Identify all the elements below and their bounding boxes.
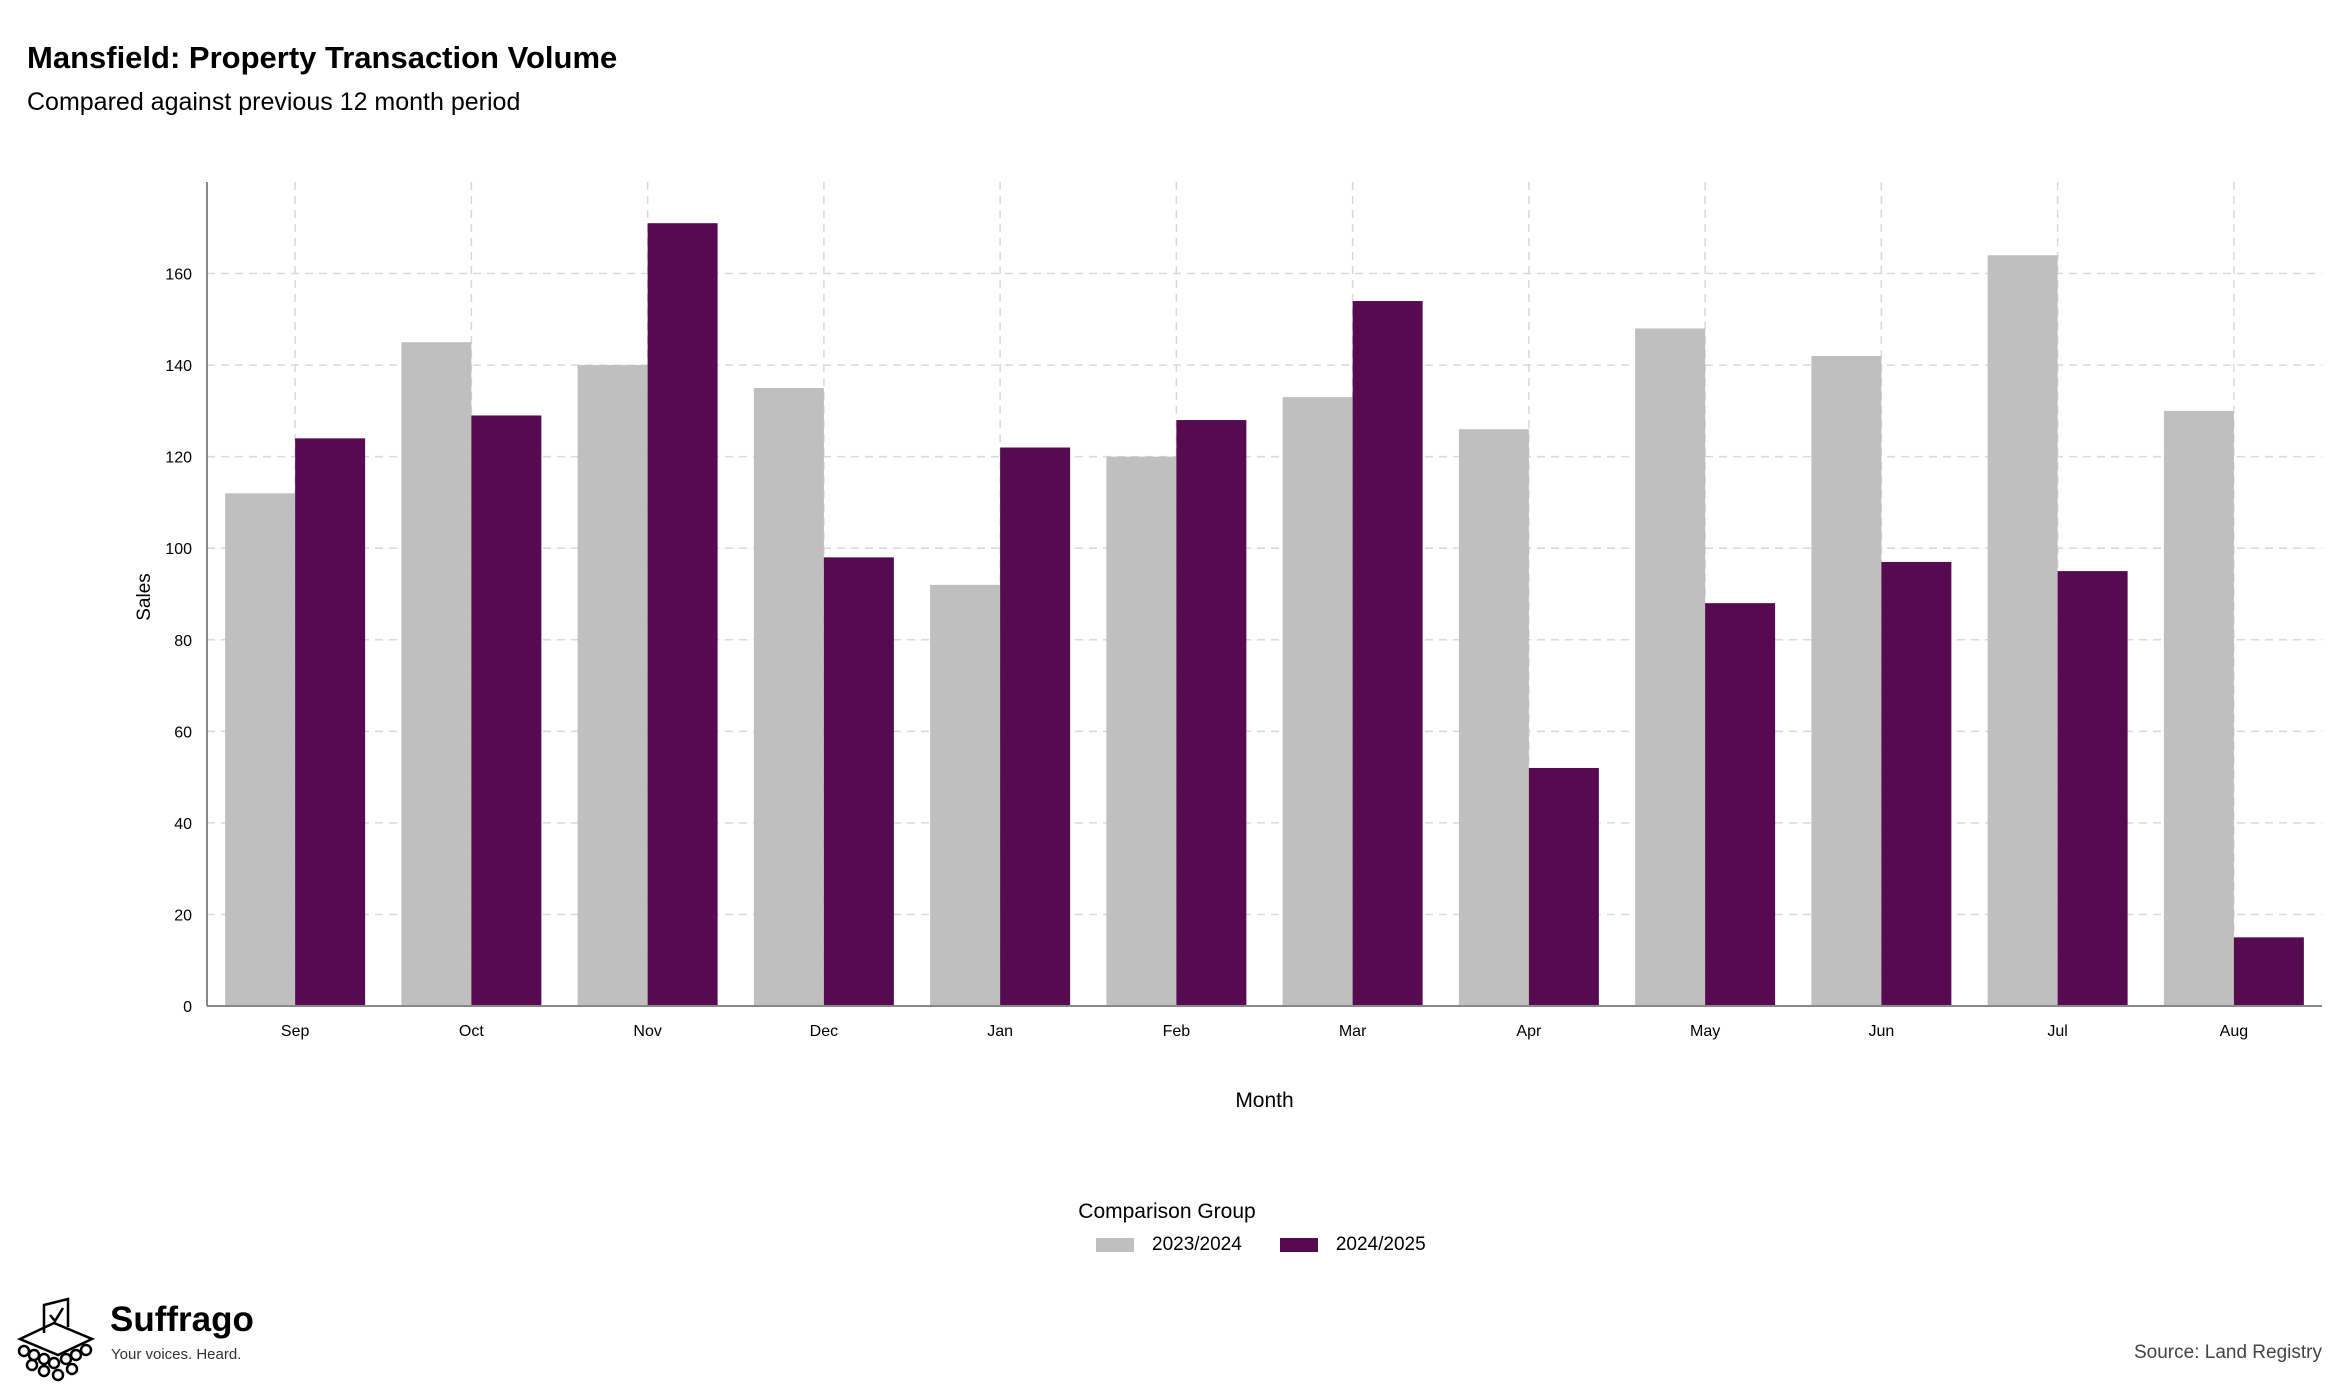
legend-swatch <box>1279 1238 1318 1252</box>
bar-may-series-1 <box>1635 328 1706 1006</box>
bar-aug-series-1 <box>2163 410 2234 1006</box>
ballot-box-logo-icon <box>16 1297 96 1382</box>
bar-feb-series-2 <box>1176 420 1247 1006</box>
legend-label: 2023/2024 <box>1152 1234 1242 1255</box>
chart-title: Mansfield: Property Transaction Volume <box>27 40 618 75</box>
legend: 2023/2024 2024/2025 <box>1096 1234 1464 1256</box>
legend-item-2024-2025: 2024/2025 <box>1279 1234 1426 1256</box>
x-tick-label: Apr <box>1516 1023 1542 1040</box>
x-axis-title: Month <box>1235 1089 1293 1112</box>
bar-apr-series-2 <box>1528 767 1599 1006</box>
bar-may-series-2 <box>1705 603 1776 1006</box>
x-tick-label: Nov <box>633 1023 661 1040</box>
y-tick-label: 40 <box>174 816 192 833</box>
bar-chart: 0 20 40 60 80 100 120 140 160 Sep Oct Nov Dec Jan Feb M… <box>134 182 2322 1112</box>
y-tick-label: 60 <box>174 724 192 741</box>
bar-mar-series-1 <box>1282 397 1353 1007</box>
y-tick-label: 120 <box>165 450 192 467</box>
bar-jan-series-2 <box>1000 447 1071 1006</box>
bar-jun-series-1 <box>1811 355 1882 1006</box>
bar-jul-series-1 <box>1987 255 2058 1006</box>
bar-feb-series-1 <box>1106 456 1177 1007</box>
y-axis-title: Sales <box>134 573 155 621</box>
legend-title: Comparison Group <box>1078 1200 1256 1223</box>
y-tick-label: 80 <box>174 633 192 650</box>
legend-item-2023-2024: 2023/2024 <box>1096 1234 1242 1256</box>
x-tick-label: Jan <box>987 1023 1013 1040</box>
y-tick-label: 100 <box>165 541 192 558</box>
brand-name: Suffrago <box>110 1300 254 1339</box>
bar-sep-series-2 <box>295 438 366 1006</box>
bar-aug-series-2 <box>2233 937 2304 1006</box>
bar-apr-series-1 <box>1458 429 1529 1006</box>
bar-nov-series-2 <box>647 223 718 1006</box>
x-tick-label: Jul <box>2047 1023 2067 1040</box>
bar-nov-series-1 <box>577 365 648 1007</box>
x-tick-label: Mar <box>1339 1023 1367 1040</box>
bar-jul-series-2 <box>2057 571 2128 1006</box>
bar-sep-series-1 <box>225 493 296 1006</box>
y-tick-label: 0 <box>183 999 192 1016</box>
bar-jan-series-1 <box>930 584 1001 1006</box>
brand-tagline: Your voices. Heard. <box>111 1346 242 1363</box>
bar-dec-series-2 <box>823 557 894 1006</box>
bar-oct-series-2 <box>471 415 542 1006</box>
x-tick-label: Aug <box>2220 1023 2248 1040</box>
x-tick-label: Sep <box>281 1023 310 1040</box>
source-note: Source: Land Registry <box>2134 1342 2322 1363</box>
bar-mar-series-2 <box>1352 301 1423 1006</box>
chart-subtitle: Compared against previous 12 month perio… <box>27 88 521 116</box>
y-tick-label: 20 <box>174 907 192 924</box>
x-tick-label: Oct <box>459 1023 484 1040</box>
bar-oct-series-1 <box>401 342 472 1006</box>
y-tick-label: 160 <box>165 267 192 284</box>
bar-jun-series-2 <box>1881 561 1952 1006</box>
bar-dec-series-1 <box>753 388 824 1006</box>
x-tick-label: Dec <box>810 1023 838 1040</box>
x-tick-label: Feb <box>1163 1023 1191 1040</box>
legend-label: 2024/2025 <box>1335 1234 1426 1255</box>
y-tick-label: 140 <box>165 358 192 375</box>
x-tick-label: May <box>1690 1023 1720 1040</box>
x-tick-label: Jun <box>1868 1023 1894 1040</box>
legend-swatch <box>1096 1238 1134 1252</box>
